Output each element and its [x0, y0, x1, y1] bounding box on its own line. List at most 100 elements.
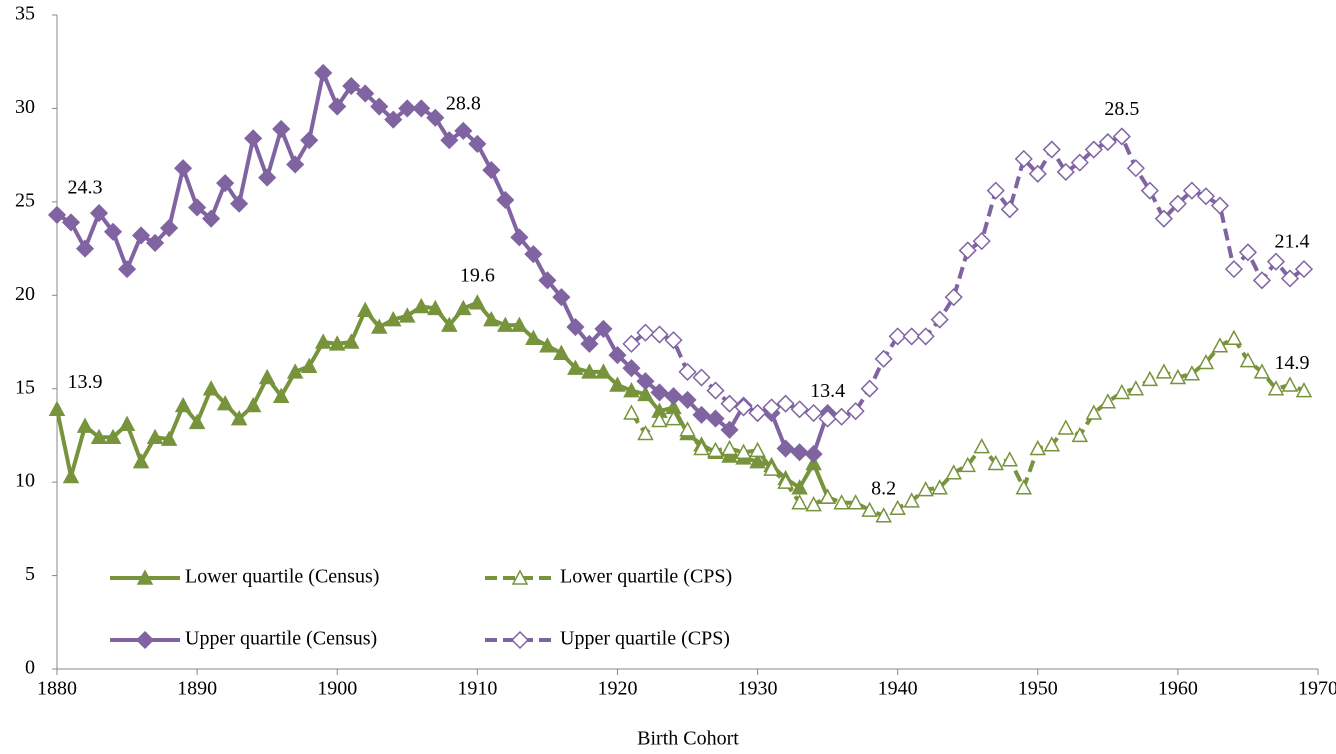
- marker: [230, 194, 249, 213]
- marker: [567, 359, 584, 375]
- marker: [1238, 243, 1258, 262]
- marker: [328, 97, 347, 116]
- marker: [959, 456, 976, 473]
- data-label: 13.9: [68, 371, 103, 393]
- marker: [216, 395, 234, 411]
- marker: [622, 334, 641, 353]
- marker: [692, 405, 711, 424]
- marker: [1126, 159, 1145, 178]
- marker: [371, 318, 388, 334]
- x-tick-label: 1970: [1298, 678, 1336, 700]
- marker: [1042, 140, 1061, 159]
- legend-marker: [136, 569, 154, 585]
- marker: [804, 445, 823, 464]
- x-tick-label: 1960: [1158, 678, 1198, 700]
- x-axis-label: Birth Cohort: [637, 728, 739, 750]
- marker: [1140, 181, 1159, 200]
- marker: [776, 394, 795, 413]
- marker: [721, 447, 738, 463]
- data-label: 28.5: [1104, 98, 1139, 120]
- marker: [1224, 260, 1243, 279]
- marker: [511, 316, 528, 332]
- marker: [286, 155, 305, 174]
- marker: [385, 310, 402, 327]
- marker: [1252, 271, 1272, 290]
- marker: [370, 97, 389, 116]
- marker: [1197, 353, 1215, 370]
- marker: [805, 495, 822, 512]
- marker: [749, 441, 766, 458]
- marker: [426, 108, 445, 127]
- y-tick-label: 25: [15, 189, 35, 211]
- marker: [314, 333, 332, 349]
- y-tick-label: 0: [25, 657, 35, 679]
- marker: [174, 159, 193, 178]
- marker: [888, 327, 907, 346]
- marker: [1070, 153, 1089, 172]
- marker: [721, 439, 738, 456]
- marker: [706, 409, 725, 428]
- marker: [314, 63, 333, 82]
- marker: [1015, 479, 1033, 495]
- marker: [1154, 209, 1173, 228]
- legend-label: Lower quartile (Census): [185, 566, 379, 588]
- marker: [1057, 419, 1075, 435]
- marker: [748, 403, 767, 423]
- marker: [692, 368, 711, 387]
- marker: [608, 346, 627, 365]
- marker: [342, 76, 361, 96]
- marker: [244, 396, 262, 413]
- marker: [678, 362, 697, 381]
- marker: [861, 501, 878, 517]
- marker: [623, 382, 640, 398]
- marker: [497, 316, 514, 332]
- marker: [1014, 149, 1033, 168]
- marker: [356, 301, 374, 317]
- marker: [1266, 252, 1286, 271]
- marker: [664, 387, 683, 406]
- marker: [1295, 382, 1313, 398]
- legend-label: Lower quartile (CPS): [560, 566, 732, 588]
- marker: [651, 411, 668, 428]
- marker: [90, 428, 108, 445]
- marker: [62, 467, 80, 484]
- marker: [678, 390, 697, 409]
- marker: [539, 337, 556, 353]
- marker: [117, 260, 137, 279]
- marker: [482, 161, 501, 180]
- marker: [777, 473, 794, 489]
- marker: [1168, 194, 1187, 213]
- marker: [1225, 329, 1243, 346]
- marker: [342, 333, 360, 349]
- marker: [412, 99, 431, 118]
- marker: [47, 205, 67, 224]
- marker: [1280, 269, 1300, 288]
- marker: [454, 121, 473, 140]
- legend-label: Upper quartile (Census): [185, 628, 377, 650]
- data-label: 28.8: [446, 92, 481, 114]
- y-tick-label: 15: [15, 376, 35, 398]
- marker: [1098, 133, 1117, 152]
- marker: [790, 443, 809, 462]
- marker: [132, 453, 150, 469]
- marker: [720, 394, 739, 413]
- marker: [944, 288, 963, 307]
- marker: [847, 494, 864, 510]
- marker: [1182, 181, 1201, 200]
- marker: [483, 310, 500, 327]
- x-tick-label: 1940: [878, 678, 918, 700]
- marker: [636, 323, 655, 342]
- marker: [1267, 380, 1285, 396]
- marker: [735, 443, 752, 459]
- marker: [1253, 363, 1271, 379]
- marker: [930, 310, 949, 329]
- marker: [762, 398, 781, 417]
- marker: [1056, 162, 1075, 182]
- legend-label: Upper quartile (CPS): [560, 628, 730, 650]
- marker: [160, 218, 179, 238]
- marker: [440, 131, 459, 150]
- marker: [258, 368, 276, 385]
- marker: [832, 407, 851, 426]
- marker: [945, 464, 962, 480]
- marker: [1113, 383, 1131, 400]
